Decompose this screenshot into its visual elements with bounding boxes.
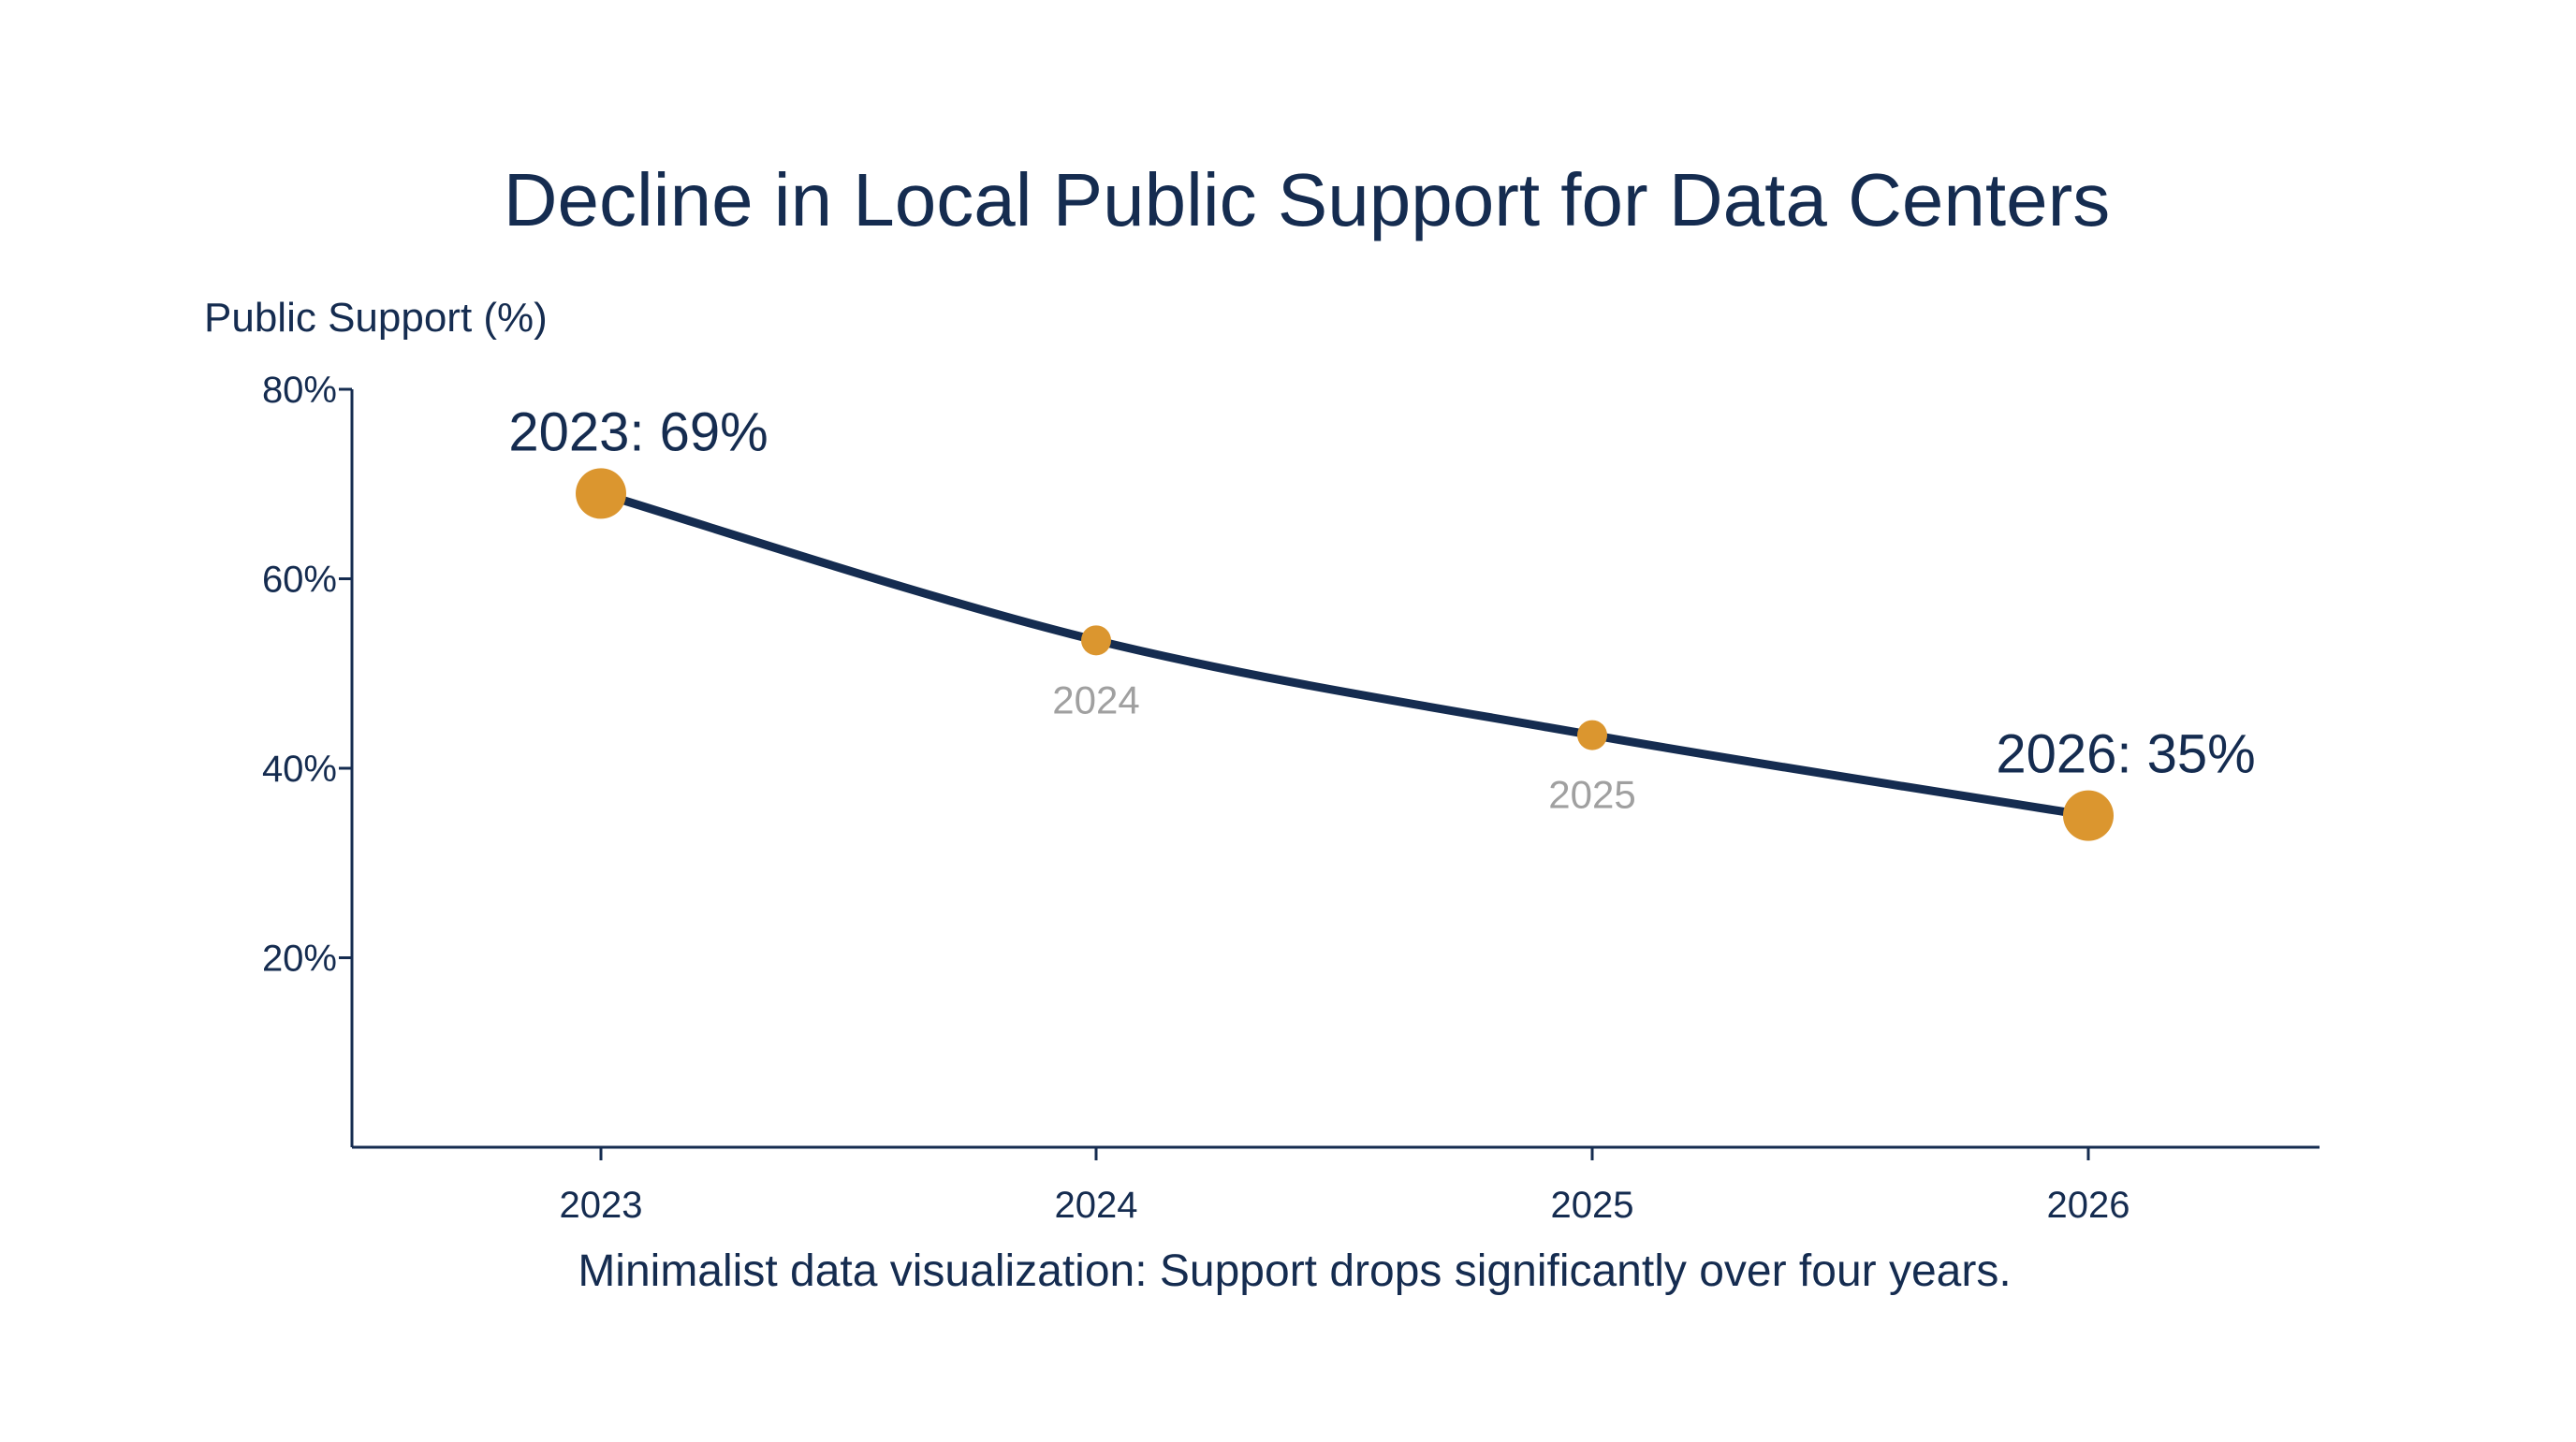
x-tick-label: 2026 — [2047, 1185, 2130, 1226]
data-markers — [576, 468, 2114, 841]
x-tick-label: 2024 — [1055, 1185, 1138, 1226]
x-tick-label: 2023 — [560, 1185, 643, 1226]
data-label-highlight: 2026: 35% — [1996, 724, 2255, 785]
x-axis-ticks: 2023 2024 2025 2026 — [560, 1147, 2130, 1226]
chart-caption: Minimalist data visualization: Support d… — [578, 1246, 2011, 1296]
y-axis-ticks: 20% 40% 60% 80% — [262, 370, 352, 980]
data-label-year: 2024 — [1052, 677, 1139, 721]
y-tick-label: 40% — [262, 749, 337, 790]
y-tick-label: 80% — [262, 370, 337, 411]
data-point-marker — [576, 468, 626, 519]
data-point-marker — [1081, 625, 1111, 656]
y-tick-label: 20% — [262, 939, 337, 980]
x-tick-label: 2025 — [1551, 1185, 1634, 1226]
data-point-marker — [1577, 720, 1607, 750]
data-point-marker — [2063, 790, 2114, 841]
y-axis-label: Public Support (%) — [204, 295, 548, 341]
data-label-highlight: 2023: 69% — [508, 401, 768, 462]
y-tick-label: 60% — [262, 560, 337, 601]
data-label-year: 2025 — [1548, 773, 1635, 817]
point-annotations: 2023: 69% 2024 2025 2026: 35% — [508, 401, 2255, 816]
series-line — [596, 488, 2093, 821]
chart-title: Decline in Local Public Support for Data… — [504, 158, 2110, 241]
